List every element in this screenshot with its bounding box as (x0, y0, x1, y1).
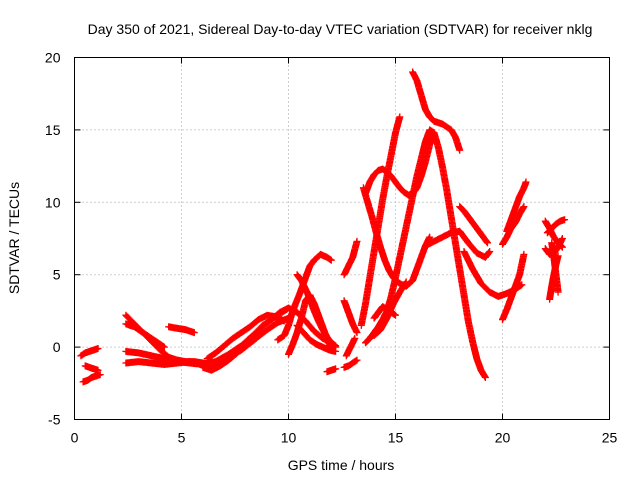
y-tick-label: 10 (45, 194, 61, 210)
x-tick-label: 25 (602, 430, 618, 446)
data-series-track-32 (503, 178, 530, 235)
data-point-markers (340, 356, 361, 371)
data-series-track-19 (342, 334, 359, 360)
data-series-track-17 (340, 237, 361, 279)
x-tick-label: 0 (71, 430, 79, 446)
data-point-markers (342, 334, 359, 360)
data-point-markers (122, 320, 168, 351)
data-series-track-27 (422, 227, 494, 261)
data-series-track-14 (293, 321, 340, 355)
data-layer (77, 68, 569, 386)
x-tick-label: 5 (178, 430, 186, 446)
data-point-markers (77, 345, 102, 360)
y-tick-label: 0 (53, 339, 61, 355)
y-tick-label: -5 (48, 412, 61, 428)
data-point-markers (503, 178, 530, 235)
x-tick-label: 20 (495, 430, 511, 446)
data-series-track-18 (340, 297, 361, 337)
data-series-track-06 (122, 320, 168, 351)
x-axis-label: GPS time / hours (288, 457, 395, 473)
data-point-markers (323, 365, 340, 376)
data-point-markers (499, 250, 528, 324)
data-point-markers (122, 358, 194, 368)
data-point-markers (370, 303, 399, 322)
y-tick-label: 15 (45, 122, 61, 138)
data-series-track-25 (370, 303, 399, 322)
data-point-markers (81, 362, 102, 374)
data-point-markers (548, 239, 562, 296)
y-tick-label: 5 (53, 267, 61, 283)
data-point-markers (456, 203, 491, 247)
data-series-track-35 (543, 216, 569, 237)
data-series-track-01 (77, 345, 102, 360)
data-series-track-31 (499, 250, 528, 324)
y-tick-label: 20 (45, 50, 61, 66)
data-series-track-23 (362, 129, 438, 199)
data-series-track-03 (81, 362, 102, 374)
data-series-track-30 (499, 203, 528, 248)
data-series-track-15 (323, 365, 340, 376)
data-point-markers (340, 237, 361, 279)
data-point-markers (79, 371, 104, 386)
data-series-track-37 (548, 239, 562, 296)
data-point-markers (409, 68, 464, 154)
tick-layer: 0 5 10 15 20 25 -5 0 5 10 15 20 (45, 50, 618, 446)
data-series-track-16 (340, 356, 361, 371)
data-series-track-07 (122, 358, 194, 368)
data-series-track-02 (79, 371, 104, 386)
data-point-markers (499, 203, 528, 248)
data-point-markers (165, 323, 198, 337)
y-axis-label: SDTVAR / TECUs (6, 182, 22, 294)
data-point-markers (293, 321, 340, 355)
data-point-markers (422, 227, 494, 261)
plot-frame (74, 57, 610, 420)
x-tick-label: 10 (281, 430, 297, 446)
data-point-markers (340, 297, 361, 337)
data-series-track-28 (456, 203, 491, 247)
x-tick-label: 15 (388, 430, 404, 446)
data-point-markers (543, 216, 569, 237)
data-point-markers (362, 129, 438, 199)
data-series-track-08 (165, 323, 198, 337)
chart-title: Day 350 of 2021, Sidereal Day-to-day VTE… (88, 21, 593, 37)
data-series-track-26 (409, 68, 464, 154)
